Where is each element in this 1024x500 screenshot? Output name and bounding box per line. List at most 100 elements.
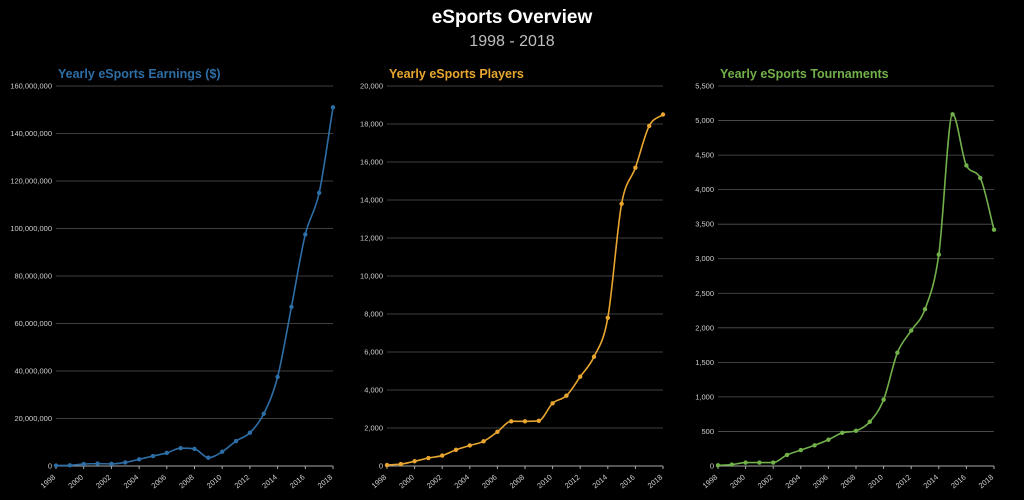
data-point bbox=[81, 461, 86, 467]
y-tick-label: 4,000 bbox=[364, 386, 383, 395]
data-point bbox=[853, 428, 859, 433]
y-tick-label: 100,000,000 bbox=[10, 224, 52, 233]
x-tick-label: 2002 bbox=[425, 473, 444, 491]
y-tick-label: 5,500 bbox=[695, 82, 714, 91]
data-point bbox=[316, 190, 322, 196]
page-title: eSports Overview bbox=[431, 7, 593, 28]
data-point bbox=[881, 397, 886, 402]
x-tick-label: 2014 bbox=[922, 473, 941, 491]
y-tick-label: 2,000 bbox=[695, 323, 714, 332]
x-tick-label: 1998 bbox=[39, 473, 58, 491]
x-tick-label: 2002 bbox=[756, 473, 775, 491]
chart-players: Yearly eSports Players 0 2,000 4,000 6,000 8,… bbox=[360, 67, 666, 491]
y-tick-label: 0 bbox=[379, 462, 383, 471]
x-tick-label: 2004 bbox=[453, 473, 472, 491]
y-tick-label: 20,000 bbox=[360, 82, 383, 91]
y-tick-label: 3,500 bbox=[695, 220, 714, 229]
data-point bbox=[53, 463, 59, 468]
x-tick-label: 2018 bbox=[646, 473, 665, 491]
data-point bbox=[619, 201, 624, 206]
data-point bbox=[303, 232, 308, 237]
page-subtitle: 1998 - 2018 bbox=[469, 33, 555, 50]
x-tick-label: 2000 bbox=[66, 473, 85, 491]
data-point bbox=[812, 443, 817, 448]
data-point bbox=[481, 439, 486, 444]
data-point bbox=[178, 445, 183, 451]
data-point bbox=[150, 453, 156, 459]
x-tick-label: 2004 bbox=[784, 473, 803, 491]
y-tick-label: 5,000 bbox=[695, 116, 714, 125]
y-tick-label: 140,000,000 bbox=[10, 129, 52, 138]
x-tick-label: 2012 bbox=[233, 473, 252, 491]
data-point bbox=[109, 461, 114, 467]
data-point bbox=[578, 374, 583, 379]
data-point bbox=[991, 227, 997, 232]
x-tick-label: 2016 bbox=[618, 473, 637, 491]
x-tick-label: 2016 bbox=[949, 473, 968, 491]
data-point bbox=[330, 105, 336, 110]
chart-title-tournaments: Yearly eSports Tournaments bbox=[720, 67, 889, 81]
y-tick-label: 120,000,000 bbox=[10, 177, 52, 186]
y-tick-label: 160,000,000 bbox=[10, 82, 52, 91]
y-tick-label: 4,500 bbox=[695, 151, 714, 160]
data-point bbox=[522, 419, 528, 424]
data-point bbox=[550, 401, 555, 406]
data-point bbox=[771, 460, 776, 465]
data-point bbox=[247, 430, 253, 435]
y-tick-label: 10,000 bbox=[360, 272, 383, 281]
x-tick-label: 2010 bbox=[866, 473, 885, 491]
data-point bbox=[895, 350, 900, 355]
chart-tournaments: Yearly eSports Tournaments 0 500 1,000 1,500… bbox=[695, 67, 997, 491]
data-point bbox=[536, 418, 541, 423]
y-tick-label: 12,000 bbox=[360, 234, 383, 243]
data-point bbox=[660, 112, 666, 117]
data-point bbox=[123, 460, 128, 465]
data-point bbox=[564, 393, 569, 398]
x-tick-label: 2006 bbox=[811, 473, 830, 491]
y-tick-label: 4,000 bbox=[695, 185, 714, 194]
data-point bbox=[384, 462, 390, 468]
data-point bbox=[509, 419, 514, 424]
x-tick-label: 2002 bbox=[94, 473, 113, 491]
chart-earnings: Yearly eSports Earnings ($) 0 20,000,000 40… bbox=[10, 67, 336, 491]
data-point bbox=[743, 460, 748, 465]
data-point bbox=[440, 453, 445, 458]
data-point bbox=[136, 457, 142, 462]
chart-title-players: Yearly eSports Players bbox=[389, 67, 524, 81]
x-tick-label: 2008 bbox=[839, 473, 858, 491]
y-tick-label: 40,000,000 bbox=[14, 367, 52, 376]
data-point bbox=[495, 429, 500, 434]
x-tick-label: 2012 bbox=[894, 473, 913, 491]
data-point bbox=[715, 463, 721, 468]
data-point bbox=[426, 455, 431, 461]
data-point bbox=[206, 455, 211, 460]
x-tick-label: 2000 bbox=[397, 473, 416, 491]
x-tick-label: 2010 bbox=[205, 473, 224, 491]
data-point bbox=[729, 462, 734, 467]
y-tick-label: 1,500 bbox=[695, 358, 714, 367]
x-tick-label: 2018 bbox=[977, 473, 996, 491]
data-point bbox=[922, 306, 928, 312]
data-point bbox=[605, 315, 610, 320]
x-tick-label: 2000 bbox=[728, 473, 747, 491]
x-tick-label: 2010 bbox=[535, 473, 554, 491]
y-tick-label: 0 bbox=[48, 462, 52, 471]
y-tick-label: 6,000 bbox=[364, 348, 383, 357]
x-tick-label: 2008 bbox=[177, 473, 196, 491]
data-point bbox=[867, 419, 872, 424]
y-tick-label: 20,000,000 bbox=[14, 414, 52, 423]
data-point bbox=[784, 452, 790, 458]
x-tick-label: 2018 bbox=[316, 473, 335, 491]
data-point bbox=[289, 304, 294, 310]
x-tick-label: 2012 bbox=[563, 473, 582, 491]
data-point bbox=[192, 446, 197, 452]
data-point bbox=[164, 450, 169, 456]
data-point bbox=[261, 411, 266, 416]
x-tick-label: 2014 bbox=[260, 473, 279, 491]
y-tick-label: 1,000 bbox=[695, 392, 714, 401]
data-point bbox=[798, 447, 803, 453]
data-point bbox=[950, 112, 955, 117]
data-point bbox=[964, 163, 969, 168]
data-point bbox=[453, 447, 459, 453]
data-point bbox=[757, 460, 762, 465]
